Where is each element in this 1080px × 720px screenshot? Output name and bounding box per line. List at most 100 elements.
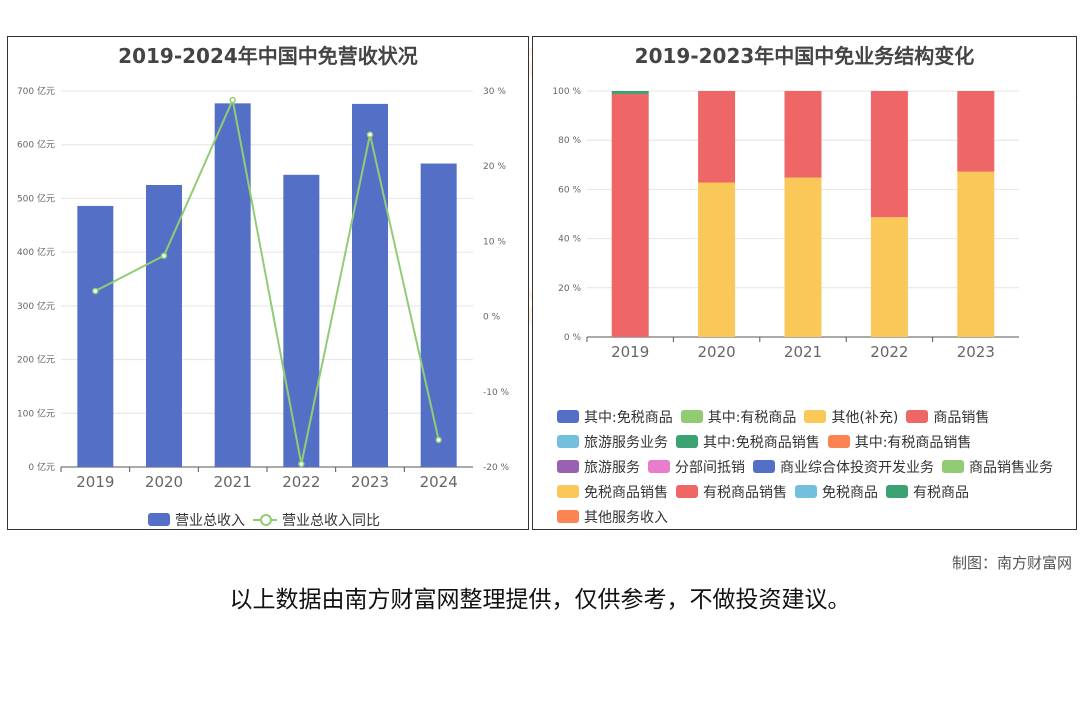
y2-tick-label: 30 %	[483, 87, 506, 97]
chart-title: 2019-2024年中国中免营收状况	[118, 44, 418, 68]
business-structure-chart: 0 % 20 % 40 % 60 % 80 % 100 % 2019 2020 2021 2022…	[552, 87, 1019, 361]
line-point	[366, 131, 374, 138]
legend-label: 营业总收入	[175, 512, 245, 529]
legend-item[interactable]: 其中:免税商品销售	[676, 429, 820, 454]
line-point	[435, 436, 442, 444]
line-point	[298, 460, 305, 468]
x-tick-label: 2019	[611, 343, 649, 361]
line-point	[92, 287, 99, 295]
legend-swatch	[557, 460, 579, 473]
legend-item[interactable]: 分部间抵销	[648, 454, 745, 479]
legend-swatch	[906, 410, 929, 423]
y-tick-label: 700 亿元	[17, 85, 55, 97]
legend-item[interactable]: 有税商品销售	[676, 479, 787, 504]
legend-swatch	[795, 485, 817, 498]
y-tick-label: 100 %	[552, 87, 581, 97]
legend-swatch	[557, 485, 579, 498]
y-tick-label: 300 亿元	[17, 300, 55, 312]
legend-item[interactable]: 免税商品销售	[557, 479, 668, 504]
legend-swatch	[557, 435, 579, 448]
legend-item[interactable]: 营业总收入	[148, 507, 245, 532]
legend-item[interactable]: 其他(补充)	[804, 404, 898, 429]
legend-item[interactable]: 旅游服务业务	[557, 429, 668, 454]
x-tick-label: 2019	[76, 473, 114, 491]
legend-label: 分部间抵销	[675, 459, 745, 476]
chart-legend: 其中:免税商品 其中:有税商品 其他(补充) 商品销售 旅游服务业务 其中:免税商品销售其…	[557, 404, 1066, 529]
bar	[77, 205, 114, 467]
y-tick-label: 40 %	[558, 235, 581, 245]
x-tick-label: 2023	[957, 343, 995, 361]
y-tick-label: 60 %	[558, 185, 581, 195]
line-point	[229, 96, 236, 104]
legend-swatch	[676, 435, 698, 448]
legend-label: 免税商品销售	[584, 484, 668, 501]
legend-swatch	[148, 513, 170, 526]
revenue-chart-panel: 2019-2024年中国中免营收状况 0 亿元 100 亿元 200 亿元 300 亿…	[7, 36, 529, 530]
x-tick-label: 2022	[870, 343, 908, 361]
legend-label: 其中:有税商品	[707, 409, 797, 426]
stacked-bar-segment	[784, 91, 822, 178]
y-tick-label: 80 %	[558, 136, 581, 146]
y2-tick-label: -10 %	[483, 388, 510, 398]
revenue-chart: 0 亿元 100 亿元 200 亿元 300 亿元 400 亿元 500 亿元 600 亿元…	[17, 85, 510, 491]
x-tick-label: 2020	[145, 473, 183, 491]
legend-swatch	[676, 485, 698, 498]
legend-item[interactable]: 其中:有税商品	[680, 404, 797, 429]
legend-item[interactable]: 商业综合体投资开发业务	[753, 454, 934, 479]
legend-item[interactable]: 营业总收入同比	[253, 507, 380, 532]
x-tick-label: 2021	[214, 473, 252, 491]
legend-label: 旅游服务	[584, 459, 640, 476]
stacked-bar-segment	[611, 93, 649, 337]
y2-tick-label: -20 %	[483, 463, 510, 473]
legend-label: 商品销售业务	[969, 459, 1053, 476]
legend-line-marker	[253, 513, 277, 526]
stacked-bar-segment	[698, 91, 736, 183]
y-tick-label: 200 亿元	[17, 354, 55, 366]
y2-tick-label: 0 %	[483, 313, 501, 323]
y-tick-label: 20 %	[558, 284, 581, 294]
legend-item[interactable]: 商品销售业务	[942, 454, 1053, 479]
x-tick-label: 2023	[351, 473, 389, 491]
disclaimer-text: 以上数据由南方财富网整理提供，仅供参考，不做投资建议。	[229, 587, 851, 613]
business-structure-chart-panel: 2019-2023年中国中免业务结构变化 0 % 20 % 40 % 60 % 80 %…	[532, 36, 1077, 530]
chart-title: 2019-2023年中国中免业务结构变化	[634, 44, 975, 68]
legend-item[interactable]: 旅游服务	[557, 454, 640, 479]
y-tick-label: 0 亿元	[28, 461, 55, 473]
series-line	[94, 96, 440, 465]
y2-tick-label: 20 %	[483, 162, 506, 172]
legend-item[interactable]: 其中:免税商品	[557, 404, 673, 429]
legend-label: 其中:有税商品销售	[854, 434, 972, 451]
bar	[214, 103, 251, 468]
y-tick-label: 400 亿元	[17, 246, 55, 258]
legend-label: 商品销售	[933, 409, 990, 426]
legend-label: 商业综合体投资开发业务	[780, 459, 934, 476]
bar	[420, 163, 457, 467]
legend-item[interactable]: 免税商品	[795, 479, 878, 504]
stacked-bar-segment	[784, 177, 822, 337]
line-point	[160, 252, 168, 259]
legend-label: 其他服务收入	[584, 509, 668, 526]
y-tick-label: 100 亿元	[17, 407, 55, 419]
legend-item[interactable]: 商品销售	[906, 404, 989, 429]
legend-item[interactable]: 其中:有税商品销售	[827, 429, 972, 454]
legend-item[interactable]: 其他服务收入	[557, 504, 668, 529]
legend-swatch	[942, 460, 964, 473]
x-tick-label: 2020	[698, 343, 736, 361]
legend-label: 营业总收入同比	[282, 512, 380, 529]
legend-label: 有税商品	[913, 484, 969, 501]
legend-swatch	[886, 485, 908, 498]
legend-swatch	[557, 410, 579, 423]
stacked-bar-segment	[698, 182, 736, 337]
x-tick-label: 2024	[420, 473, 458, 491]
y-tick-label: 500 亿元	[17, 192, 55, 204]
legend-swatch	[648, 460, 670, 473]
bar	[352, 103, 388, 468]
y-tick-label: 0 %	[564, 333, 582, 343]
stacked-bar-segment	[611, 91, 649, 94]
legend-swatch	[827, 435, 850, 448]
legend-label: 有税商品销售	[703, 484, 787, 501]
legend-item[interactable]: 有税商品	[886, 479, 969, 504]
stacked-bar-segment	[957, 171, 995, 337]
x-tick-label: 2022	[282, 473, 320, 491]
legend-swatch	[680, 410, 703, 423]
